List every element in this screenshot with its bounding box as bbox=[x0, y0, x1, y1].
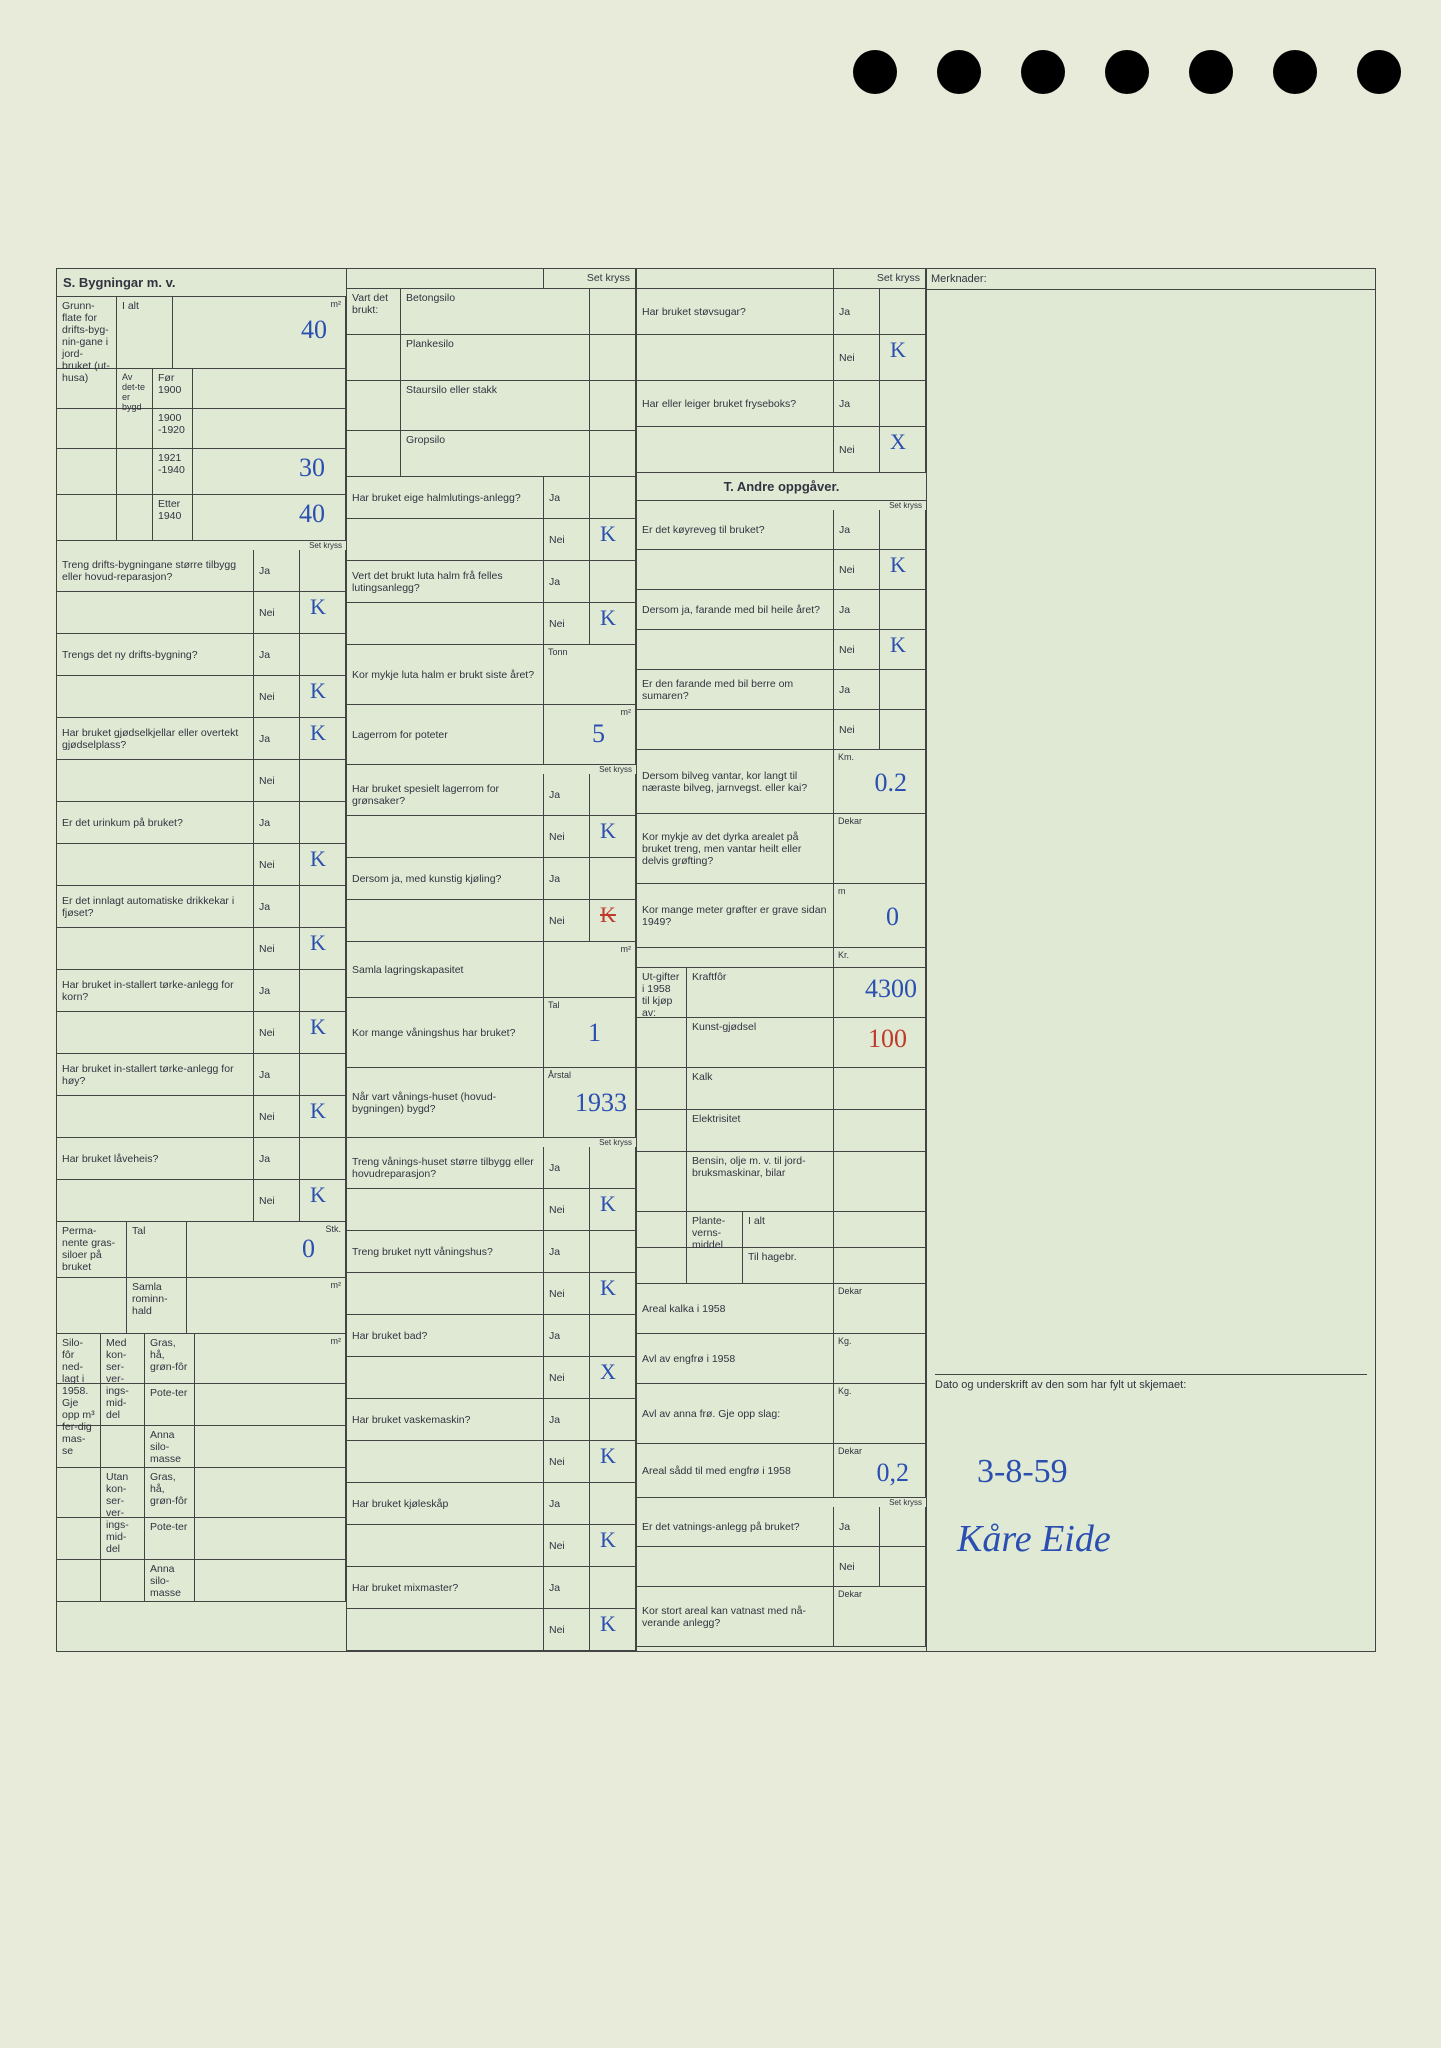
q-har-fryseboks: Har eller leiger bruket fryseboks? bbox=[637, 381, 834, 426]
q-har-bad: Har bruket bad? bbox=[347, 1315, 544, 1356]
q-avl-engfro: Avl av engfrø i 1958 bbox=[637, 1334, 834, 1383]
q-samla-lagring: Samla lagringskapasitet bbox=[347, 942, 544, 997]
fryseboks-nei-x: X bbox=[890, 429, 906, 455]
treng-drifts-nei-x: K bbox=[310, 594, 326, 620]
q-kor-stort-areal: Kor stort areal kan vatnast med nå-veran… bbox=[637, 1587, 834, 1646]
q-lagerrom-poteter: Lagerrom for poteter bbox=[347, 705, 544, 764]
q-avl-anna: Avl av anna frø. Gje opp slag: bbox=[637, 1384, 834, 1443]
q-har-stovsugar: Har bruket støvsugar? bbox=[637, 289, 834, 334]
stovsugar-nei-x: K bbox=[890, 337, 906, 363]
torke-korn-nei-x: K bbox=[310, 1014, 326, 1040]
trengs-ny-nei-x: K bbox=[310, 678, 326, 704]
grunnflate-label: Grunn-flate for drifts-byg-nin-gane i jo… bbox=[57, 297, 117, 368]
q-treng-nytt-van: Treng bruket nytt våningshus? bbox=[347, 1231, 544, 1272]
q-spesielt-lager: Har bruket spesielt lagerrom for grønsak… bbox=[347, 774, 544, 815]
q-vatningsanlegg: Er det vatnings-anlegg på bruket? bbox=[637, 1507, 834, 1546]
permanente-stk: 0 bbox=[302, 1234, 315, 1264]
har-kjoleskap-nei-x: K bbox=[600, 1527, 616, 1553]
vartbrukt-label: Vart det brukt: bbox=[347, 289, 401, 334]
bygd-1921-1940-value: 30 bbox=[299, 453, 325, 483]
bygd-etter1940-value: 40 bbox=[299, 499, 325, 529]
har-bad-nei-x: X bbox=[600, 1359, 616, 1385]
column-c: Set kryss Har bruket støvsugar?Ja NeiK H… bbox=[637, 269, 927, 1651]
grofter-m-value: 0 bbox=[886, 902, 899, 932]
utgifter-label: Ut-gifter i 1958 til kjøp av: bbox=[637, 968, 687, 1017]
lutahalm-nei-x: K bbox=[600, 605, 616, 631]
q-trengs-ny: Trengs det ny drifts-bygning? bbox=[57, 634, 254, 675]
innlagt-auto-nei-x: K bbox=[310, 930, 326, 956]
signature-date: 3-8-59 bbox=[977, 1453, 1068, 1491]
gjodselkjellar-ja-x: K bbox=[310, 720, 326, 746]
kor-mange-van-value: 1 bbox=[588, 1018, 601, 1048]
torke-hoy-nei-x: K bbox=[310, 1098, 326, 1124]
section-s-header: S. Bygningar m. v. bbox=[57, 269, 346, 297]
q-halmlutings: Har bruket eige halmlutings-anlegg? bbox=[347, 477, 544, 518]
treng-vanings-nei-x: K bbox=[600, 1191, 616, 1217]
halmlutings-nei-x: K bbox=[600, 521, 616, 547]
farande-heile-nei-x: K bbox=[890, 632, 906, 658]
har-vaskemaskin-nei-x: K bbox=[600, 1443, 616, 1469]
lagerrom-poteter-value: 5 bbox=[592, 719, 605, 749]
permanente-label: Perma-nente gras-siloer på bruket bbox=[57, 1222, 127, 1277]
grunnflate-ialt-value: 40 bbox=[301, 315, 327, 345]
laveheis-nei-x: K bbox=[310, 1182, 326, 1208]
q-urinkum: Er det urinkum på bruket? bbox=[57, 802, 254, 843]
q-nar-vart-van: Når vart vånings-huset (hovud-bygningen)… bbox=[347, 1068, 544, 1137]
kunstgjodsel-value: 100 bbox=[868, 1024, 907, 1054]
q-treng-vanings: Treng vånings-huset større tilbygg eller… bbox=[347, 1147, 544, 1188]
punch-holes bbox=[853, 50, 1401, 94]
q-treng-drifts: Treng drifts-bygningane større tilbygg e… bbox=[57, 550, 254, 591]
q-har-vaskemaskin: Har bruket vaskemaskin? bbox=[347, 1399, 544, 1440]
q-har-mixmaster: Har bruket mixmaster? bbox=[347, 1567, 544, 1608]
nar-vart-van-value: 1933 bbox=[575, 1088, 627, 1118]
section-t-header: T. Andre oppgåver. bbox=[637, 473, 926, 501]
signature-name: Kåre Eide bbox=[957, 1517, 1111, 1561]
q-farande-heile: Dersom ja, farande med bil heile året? bbox=[637, 590, 834, 629]
q-lutahalm: Vert det brukt luta halm frå felles luti… bbox=[347, 561, 544, 602]
q-kor-mange-van: Kor mange våningshus har bruket? bbox=[347, 998, 544, 1067]
q-har-kjoleskap: Har bruket kjøleskåp bbox=[347, 1483, 544, 1524]
q-areal-kalka: Areal kalka i 1958 bbox=[637, 1284, 834, 1333]
spesielt-lager-nei-x: K bbox=[600, 818, 616, 844]
koyreveg-nei-x: K bbox=[890, 552, 906, 578]
kraftfor-value: 4300 bbox=[865, 974, 917, 1004]
form-sheet: S. Bygningar m. v. Grunn-flate for drift… bbox=[56, 268, 1376, 1652]
bilveg-km-value: 0.2 bbox=[875, 768, 908, 798]
urinkum-nei-x: K bbox=[310, 846, 326, 872]
q-areal-sadd: Areal sådd til med engfrø i 1958 bbox=[637, 1444, 834, 1497]
dersom-kjoling-nei-x: K bbox=[600, 902, 616, 928]
q-bilveg-vantar: Dersom bilveg vantar, kor langt til næra… bbox=[637, 750, 834, 813]
column-s: S. Bygningar m. v. Grunn-flate for drift… bbox=[57, 269, 347, 1651]
merknader-label: Merknader: bbox=[927, 269, 1375, 290]
silofor-label: Silo-fôr ned-lagt i 1958. Gje opp m³ fer… bbox=[57, 1334, 101, 1383]
q-dersom-kjoling: Dersom ja, med kunstig kjøling? bbox=[347, 858, 544, 899]
q-kormykje-luta: Kor mykje luta halm er brukt siste året? bbox=[347, 645, 544, 704]
q-farande-sumaren: Er den farande med bil berre om sumaren? bbox=[637, 670, 834, 709]
q-koyreveg: Er det køyreveg til bruket? bbox=[637, 510, 834, 549]
q-torke-hoy: Har bruket in-stallert tørke-anlegg for … bbox=[57, 1054, 254, 1095]
column-b: Set kryss Vart det brukt:Betongsilo Plan… bbox=[347, 269, 637, 1651]
dato-underskrift-label: Dato og underskrift av den som har fylt … bbox=[935, 1374, 1367, 1391]
areal-sadd-value: 0,2 bbox=[877, 1458, 910, 1488]
ialt-label: I alt bbox=[117, 297, 173, 368]
q-gjodselkjellar: Har bruket gjødselkjellar eller overtekt… bbox=[57, 718, 254, 759]
q-kormykje-dyrka: Kor mykje av det dyrka arealet på bruket… bbox=[637, 814, 834, 883]
q-grofter-grave: Kor mange meter grøfter er grave sidan 1… bbox=[637, 884, 834, 947]
har-mixmaster-nei-x: K bbox=[600, 1611, 616, 1637]
treng-nytt-van-nei-x: K bbox=[600, 1275, 616, 1301]
q-innlagt-auto: Er det innlagt automatiske drikkekar i f… bbox=[57, 886, 254, 927]
q-torke-korn: Har bruket in-stallert tørke-anlegg for … bbox=[57, 970, 254, 1011]
column-merknader: Merknader: Dato og underskrift av den so… bbox=[927, 269, 1375, 1651]
q-laveheis: Har bruket låveheis? bbox=[57, 1138, 254, 1179]
